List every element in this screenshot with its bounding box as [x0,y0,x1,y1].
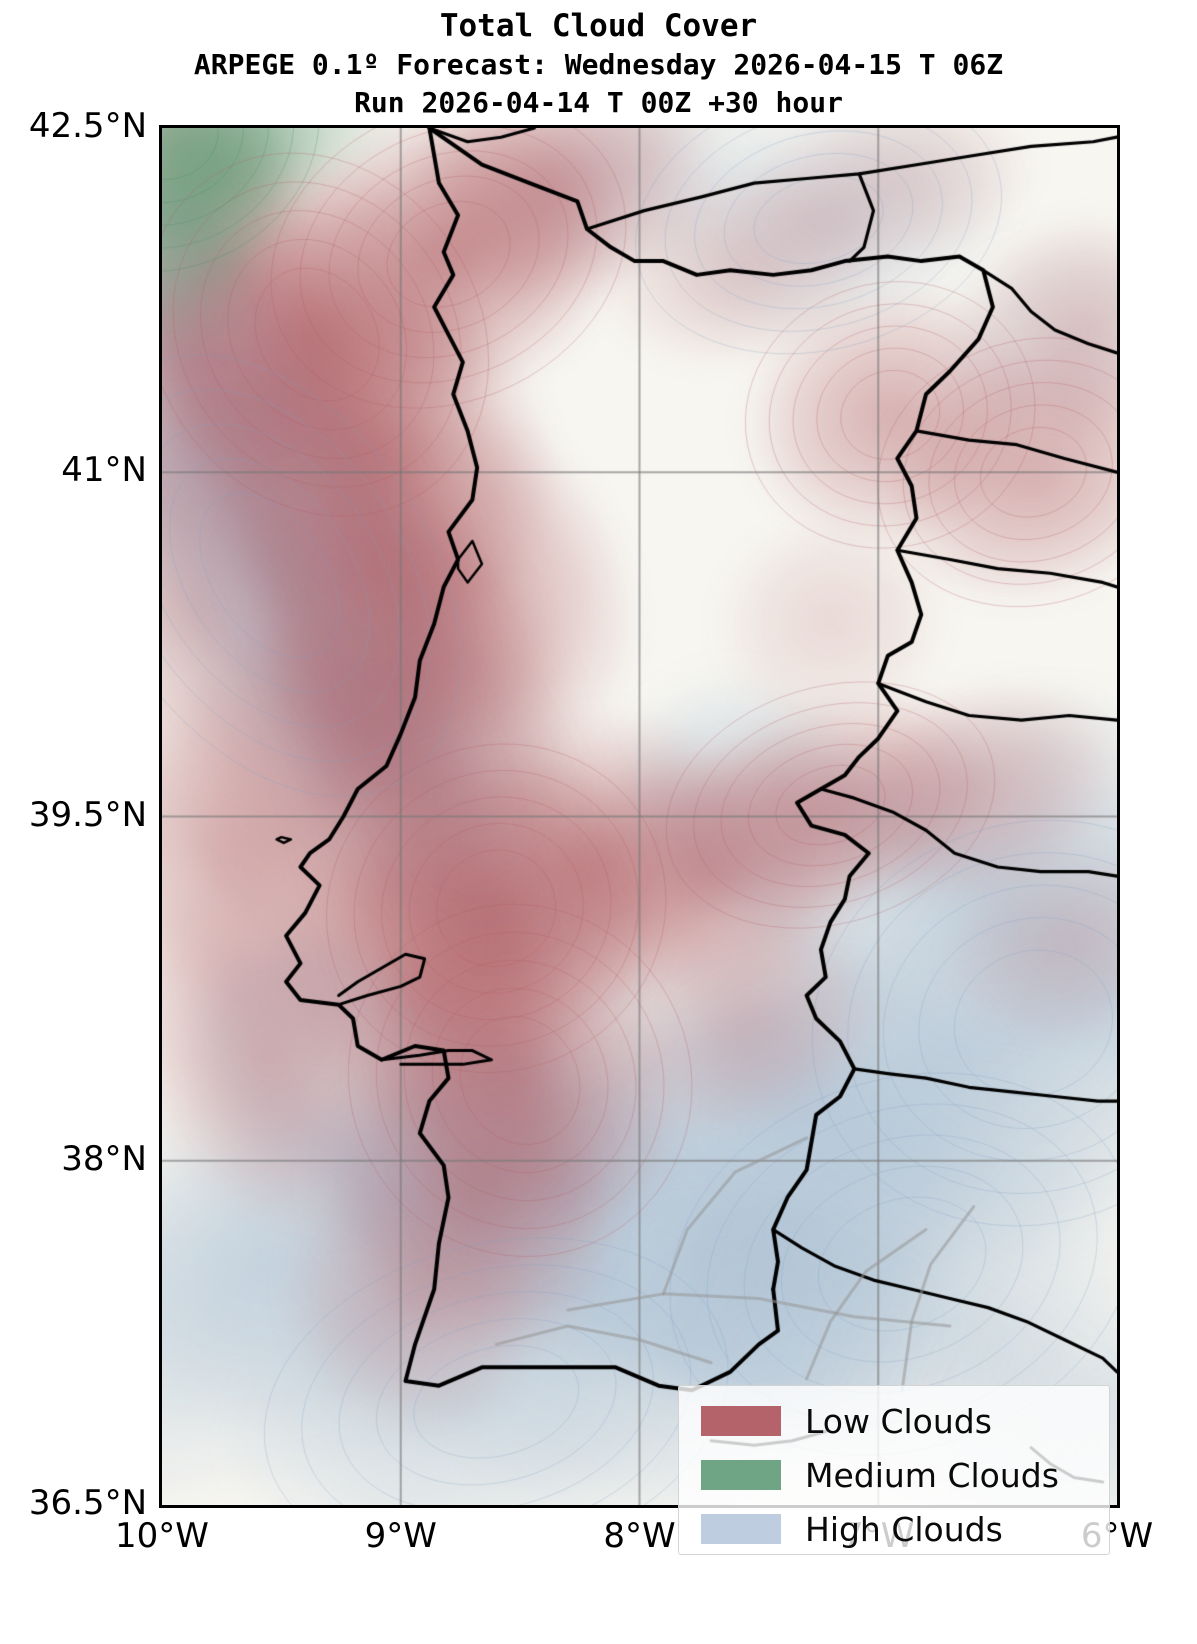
legend-item-medium: Medium Clouds [679,1448,1109,1502]
legend: Low Clouds Medium Clouds High Clouds [678,1385,1110,1555]
cloud-cover-map [162,128,1117,1505]
legend-swatch-high-clouds [701,1514,781,1544]
y-tick-3: 38°N [61,1138,147,1179]
legend-item-high: High Clouds [679,1502,1109,1556]
y-tick-1: 41°N [61,450,147,491]
chart-title-block: Total Cloud Cover ARPEGE 0.1º Forecast: … [0,0,1197,122]
y-tick-2: 39.5°N [28,794,147,835]
legend-label-high-clouds: High Clouds [805,1509,1003,1549]
map-plot-area [159,125,1120,1508]
x-tick-0: 10°W [115,1516,209,1556]
run-subtitle: Run 2026-04-14 T 00Z +30 hour [354,86,843,119]
legend-swatch-medium-clouds [701,1460,781,1490]
x-tick-1: 9°W [364,1516,437,1556]
legend-swatch-low-clouds [701,1406,781,1436]
forecast-subtitle: ARPEGE 0.1º Forecast: Wednesday 2026-04-… [193,48,1004,81]
page-title: Total Cloud Cover [439,8,758,44]
legend-label-medium-clouds: Medium Clouds [805,1455,1059,1495]
legend-label-low-clouds: Low Clouds [805,1401,992,1441]
y-tick-4: 36.5°N [28,1483,147,1523]
legend-item-low: Low Clouds [679,1394,1109,1448]
x-tick-2: 8°W [603,1516,676,1556]
y-tick-0: 42.5°N [28,106,147,146]
